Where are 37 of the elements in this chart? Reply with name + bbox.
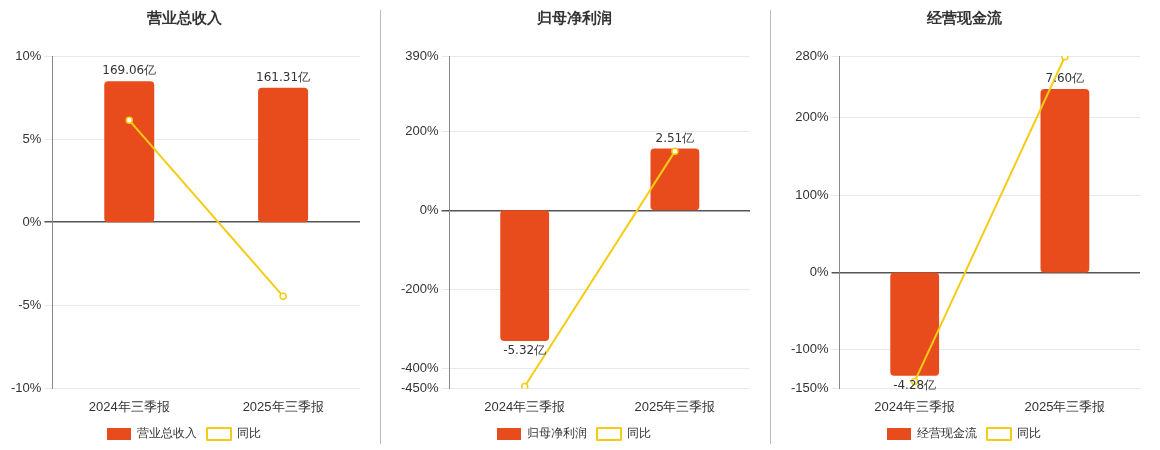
y-tick-label: 200% [405,122,440,138]
legend-label: 同比 [1017,426,1041,441]
legend-label: 归母净利润 [527,426,587,441]
chart-title: 归母净利润 [535,8,612,27]
y-tick-label: -450% [401,379,440,395]
data-label: -4.28亿 [893,377,937,392]
x-tick-label: 2025年三季报 [242,398,324,414]
y-tick-label: -10% [10,379,42,395]
y-tick-label: -400% [401,360,440,376]
legend-label: 营业总收入 [137,426,197,441]
y-tick-label: 0% [809,264,830,280]
y-tick-label: 10% [15,47,42,63]
x-tick-label: 2024年三季报 [88,398,170,414]
legend-label: 经营现金流 [917,426,977,441]
legend-label: 同比 [237,426,261,441]
y-tick-label: -100% [791,341,830,357]
y-tick-label: 390% [405,47,440,63]
data-label: 169.06亿 [102,63,157,78]
chart-title: 营业总收入 [145,8,223,27]
data-label: 161.31亿 [256,69,311,84]
y-tick-label: 100% [795,186,830,202]
y-tick-label: -200% [401,281,440,297]
y-tick-label: -5% [18,296,42,312]
x-tick-label: 2024年三季报 [874,398,956,414]
y-tick-label: -150% [791,379,830,395]
x-tick-label: 2025年三季报 [634,398,716,414]
data-label: 2.51亿 [655,130,695,145]
y-tick-label: 0% [419,201,440,217]
y-tick-label: 280% [795,47,830,63]
x-tick-label: 2024年三季报 [484,398,566,414]
data-label: -5.32亿 [503,343,547,358]
y-tick-label: 5% [22,130,42,146]
x-tick-label: 2025年三季报 [1024,398,1106,414]
chart-title: 经营现金流 [925,8,1003,27]
y-tick-label: 0% [22,213,42,229]
y-tick-label: 200% [795,109,830,125]
legend-label: 同比 [627,426,651,441]
